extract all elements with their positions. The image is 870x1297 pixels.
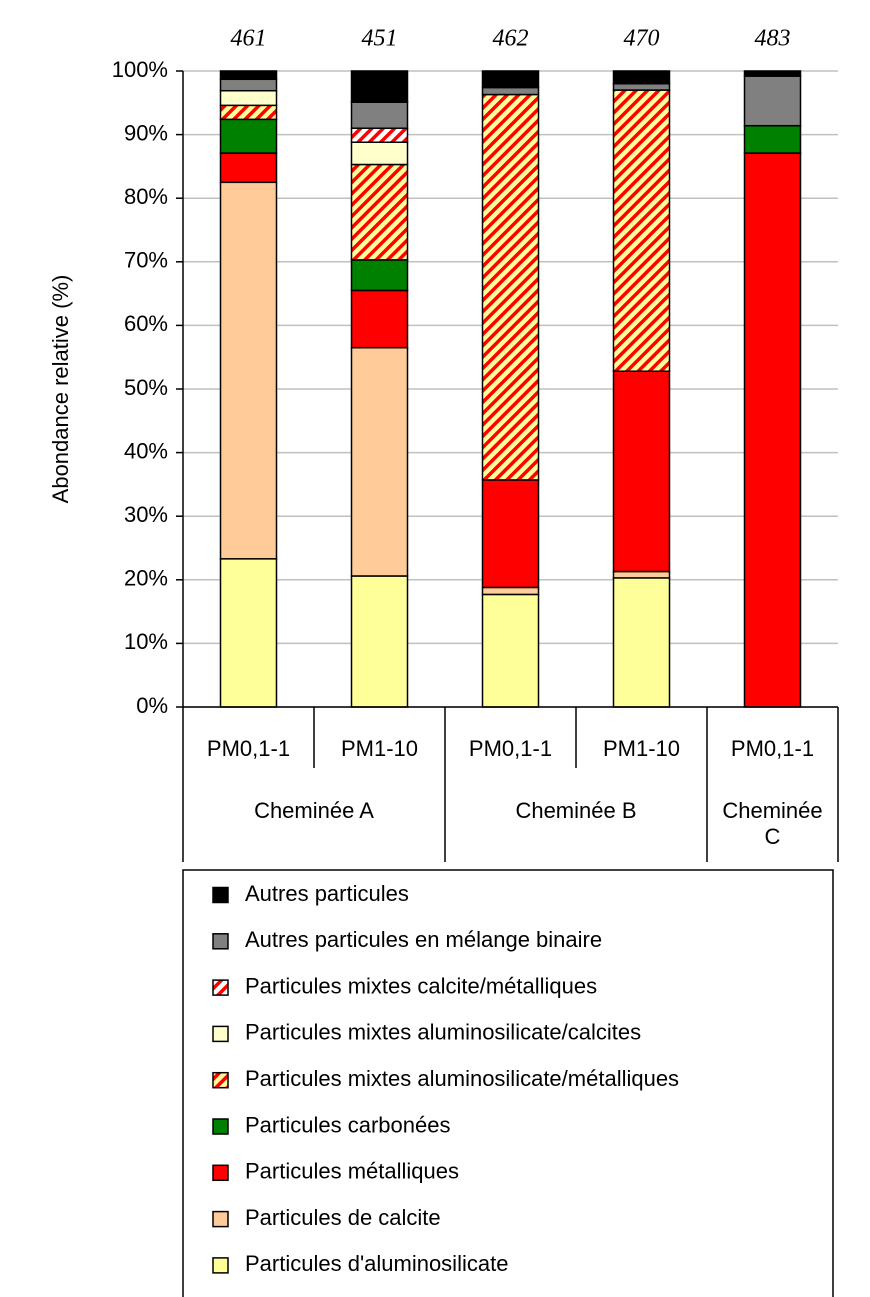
- bar-segment: [481, 479, 540, 589]
- legend-label: Particules mixtes aluminosilicate/métall…: [245, 1066, 679, 1091]
- bar-segment: [350, 289, 409, 349]
- y-tick-label: 20%: [124, 566, 168, 591]
- bar-segment: [481, 86, 540, 96]
- bar-segment: [612, 570, 671, 579]
- group-label: Cheminée B: [515, 798, 637, 823]
- legend-box: [182, 869, 834, 1297]
- bar-segment: [219, 181, 278, 560]
- bar-segment: [743, 75, 802, 127]
- bar-segment: [219, 89, 278, 107]
- x-tick-label: PM0,1-1: [469, 736, 552, 761]
- bar-segment: [219, 152, 278, 184]
- legend-swatch: [212, 979, 229, 996]
- y-tick-label: 40%: [124, 438, 168, 463]
- bar-segment: [743, 152, 802, 708]
- bar-segment: [350, 127, 409, 143]
- x-tick-label: PM0,1-1: [731, 736, 814, 761]
- group-label-box: Cheminée B: [515, 798, 637, 823]
- legend-swatch: [212, 886, 229, 904]
- bar-segment: [481, 586, 540, 596]
- legend-swatch: [212, 1210, 229, 1228]
- y-tick-label: 100%: [112, 57, 168, 82]
- legend-swatch: [212, 1164, 229, 1182]
- group-label: Cheminée A: [254, 798, 374, 823]
- bar-annotation: 462: [493, 26, 529, 52]
- legend-swatch: [212, 933, 229, 950]
- legend-label: Autres particules: [245, 881, 409, 906]
- bar-segment: [481, 93, 540, 481]
- bar-segment: [612, 370, 671, 573]
- bar-segment: [350, 346, 409, 577]
- group-label-box: Cheminée A: [254, 798, 374, 823]
- bar-segment: [219, 558, 278, 708]
- bar-segment: [350, 259, 409, 292]
- bar-segment: [481, 593, 540, 708]
- bar-segment: [350, 70, 409, 103]
- x-tick-label: PM1-10: [341, 736, 418, 761]
- legend-swatch: [212, 1118, 229, 1135]
- legend-label: Particules mixtes aluminosilicate/calcit…: [245, 1020, 641, 1045]
- y-tick-label: 80%: [124, 184, 168, 209]
- bar-segment: [743, 70, 802, 77]
- legend-label: Particules de calcite: [245, 1205, 441, 1230]
- legend-swatch: [212, 1071, 229, 1089]
- legend-label: Particules mixtes calcite/métalliques: [245, 973, 597, 998]
- y-tick-label: 60%: [124, 311, 168, 336]
- bar-segment: [350, 163, 409, 261]
- bar-annotation: 483: [755, 26, 791, 52]
- y-tick-label: 90%: [124, 120, 168, 145]
- bar-segment: [219, 104, 278, 121]
- group-label: Cheminée C: [722, 798, 823, 849]
- legend-label: Particules d'aluminosilicate: [245, 1251, 508, 1276]
- bar-annotation: 470: [624, 26, 660, 52]
- y-tick-label: 50%: [124, 375, 168, 400]
- bar-segment: [612, 70, 671, 85]
- y-axis-label: Abondance relative (%): [48, 275, 73, 504]
- legend-swatch: [212, 1025, 229, 1043]
- bar-segment: [350, 141, 409, 166]
- bar-segment: [743, 124, 802, 154]
- y-tick-label: 0%: [136, 693, 168, 718]
- bar-annotation: 451: [362, 26, 398, 52]
- x-tick-label: PM1-10: [603, 736, 680, 761]
- bar-segment: [219, 78, 278, 92]
- bar-segment: [350, 575, 409, 708]
- group-label-box: Cheminée C: [722, 798, 823, 849]
- legend-swatch: [212, 1257, 229, 1274]
- y-tick-label: 30%: [124, 502, 168, 527]
- bar-segment: [612, 577, 671, 708]
- y-tick-label: 70%: [124, 248, 168, 273]
- x-tick-label: PM0,1-1: [207, 736, 290, 761]
- bar-annotation: 461: [231, 26, 267, 52]
- legend-label: Particules métalliques: [245, 1159, 459, 1184]
- bar-segment: [481, 70, 540, 89]
- bar-segment: [219, 118, 278, 154]
- bar-segment: [612, 89, 671, 372]
- legend-label: Autres particules en mélange binaire: [245, 927, 602, 952]
- bar-segment: [219, 70, 278, 81]
- legend-label: Particules carbonées: [245, 1112, 450, 1137]
- bar-segment: [612, 82, 671, 91]
- y-tick-label: 10%: [124, 629, 168, 654]
- bar-segment: [350, 101, 409, 129]
